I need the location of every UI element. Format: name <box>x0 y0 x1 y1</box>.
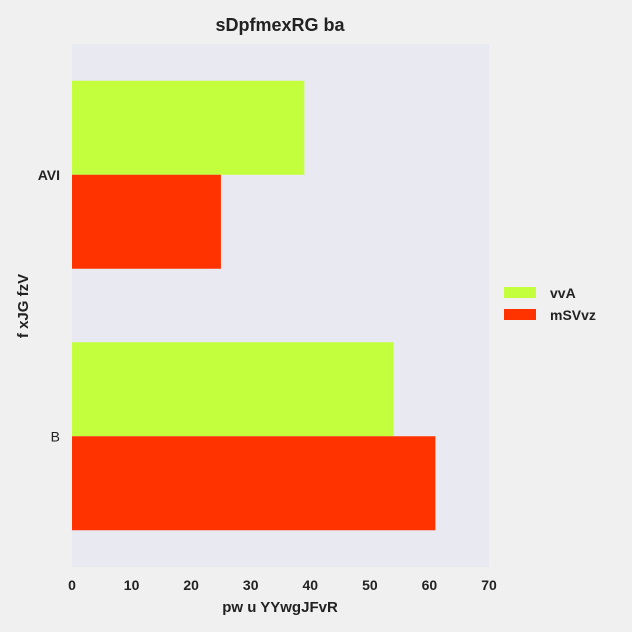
x-tick-label: 50 <box>362 577 378 593</box>
x-tick-label: 0 <box>68 577 76 593</box>
bars-group <box>72 80 436 531</box>
y-axis-categories: AVI B <box>38 167 60 445</box>
x-tick-label: 60 <box>422 577 438 593</box>
x-tick-label: 40 <box>302 577 318 593</box>
y-category-label: B <box>51 428 60 444</box>
bar-vvA-AVI <box>72 80 305 175</box>
x-tick-label: 70 <box>481 577 497 593</box>
y-axis-label: f xJG fzV <box>15 274 32 338</box>
x-tick-label: 10 <box>124 577 140 593</box>
legend-swatch-mSVvz <box>504 309 536 320</box>
chart-title: sDpfmexRG ba <box>215 15 345 35</box>
bar-mSVvz-B <box>72 436 436 531</box>
legend-label-vvA: vvA <box>550 285 576 301</box>
x-tick-label: 30 <box>243 577 259 593</box>
bar-vvA-B <box>72 342 394 437</box>
legend-label-mSVvz: mSVvz <box>550 307 596 323</box>
x-axis-label: pw u YYwgJFvR <box>222 599 338 616</box>
bar-mSVvz-AVI <box>72 174 221 269</box>
x-axis-ticks: 0 10 20 30 40 50 60 70 <box>68 577 497 593</box>
y-category-label: AVI <box>38 167 60 183</box>
legend-swatch-vvA <box>504 287 536 298</box>
x-tick-label: 20 <box>183 577 199 593</box>
legend: vvA mSVvz <box>504 285 596 323</box>
